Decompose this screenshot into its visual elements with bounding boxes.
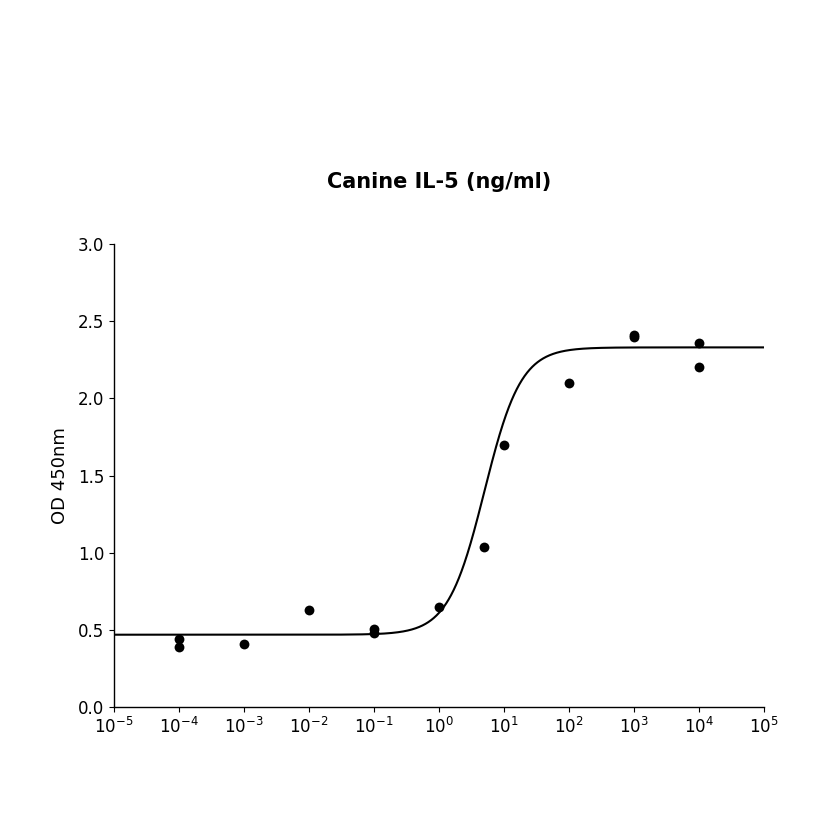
Point	[693, 337, 706, 350]
Point	[628, 328, 641, 341]
Point	[367, 627, 380, 640]
Point	[237, 637, 250, 650]
Point	[433, 600, 446, 613]
Point	[172, 633, 185, 646]
Point	[478, 540, 491, 553]
Point	[563, 376, 576, 389]
Point	[302, 603, 315, 616]
Point	[172, 641, 185, 654]
Point	[498, 438, 511, 451]
Point	[628, 330, 641, 343]
Title: Canine IL-5 (ng/ml): Canine IL-5 (ng/ml)	[327, 172, 551, 193]
Point	[367, 622, 380, 635]
Y-axis label: OD 450nm: OD 450nm	[51, 427, 69, 524]
Point	[693, 361, 706, 374]
